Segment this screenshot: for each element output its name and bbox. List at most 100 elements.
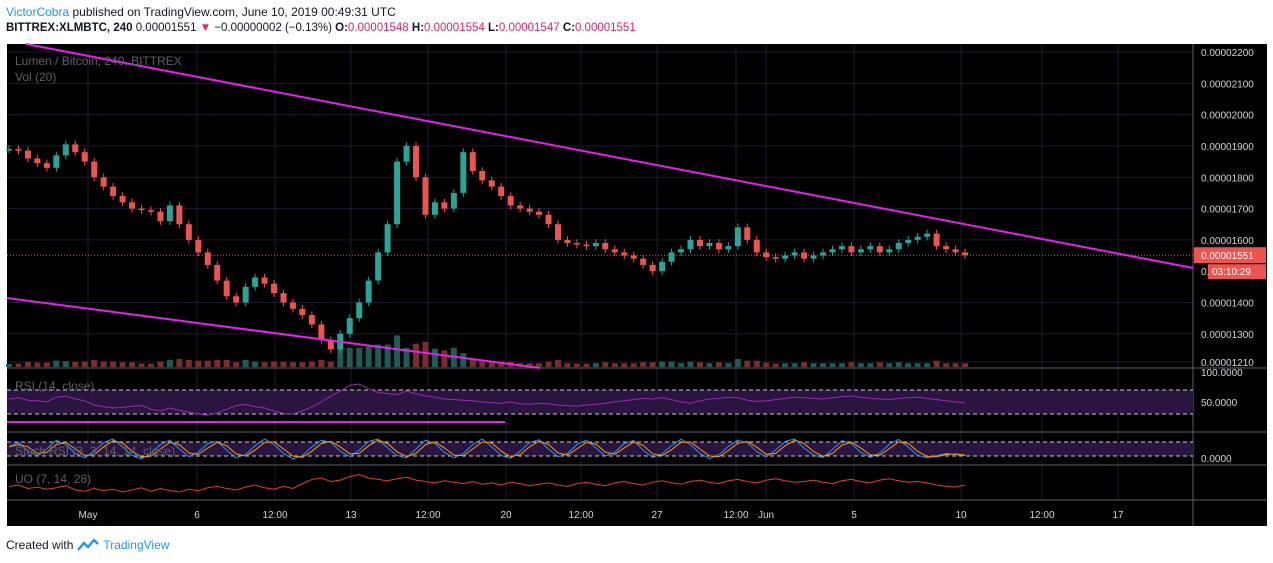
candle-body: [838, 246, 845, 250]
volume-bar: [687, 361, 694, 367]
rsi-tick-label: 100.0000: [1201, 368, 1243, 379]
volume-bar: [763, 362, 770, 367]
time-tick-label: 12:00: [723, 510, 748, 521]
candle-body: [791, 252, 798, 256]
volume-bar: [119, 362, 126, 367]
candle-body: [34, 158, 41, 164]
volume-bar: [15, 363, 22, 367]
volume-bar: [100, 361, 107, 367]
tradingview-logo-icon: [77, 538, 100, 551]
candle-body: [687, 239, 694, 250]
upper-trendline[interactable]: [25, 43, 1194, 269]
candle-body: [138, 208, 145, 211]
author-link[interactable]: VictorCobra: [6, 5, 70, 19]
candle-body: [573, 243, 580, 245]
volume-bar: [299, 362, 306, 367]
volume-bar: [659, 361, 666, 367]
volume-bar: [431, 348, 438, 367]
volume-bar: [536, 363, 543, 367]
candle-body: [943, 246, 950, 250]
candle-body: [403, 145, 410, 162]
volume-bar: [933, 360, 940, 367]
trendlines[interactable]: [6, 43, 1194, 423]
candle-body: [488, 180, 495, 187]
candle-body: [545, 214, 552, 225]
rsi-band: [7, 389, 1193, 457]
volume-bar: [649, 362, 656, 367]
stoch-d-line: [8, 439, 966, 458]
candle-body: [924, 233, 931, 237]
legend-title: Lumen / Bitcoin, 240, BITTREX: [15, 54, 182, 68]
candle-body: [810, 255, 817, 259]
candle-body: [413, 145, 420, 178]
candle-body: [62, 144, 69, 156]
candle-body: [696, 239, 703, 247]
candle-body: [507, 196, 514, 206]
candle-body: [431, 202, 438, 215]
volume-bar: [706, 363, 713, 367]
rsi-polyline: [8, 383, 966, 416]
legend-rsi: RSI (14, close): [15, 379, 94, 393]
current-price-label: 0.00001551: [1201, 251, 1254, 262]
volume-bar: [34, 362, 41, 367]
price-tick-hidden: 0.: [1201, 267, 1209, 278]
candle-body: [185, 224, 192, 240]
price-axis-ticks: 0.00002200 0.00002100 0.00002000 0.00001900…: [1201, 48, 1254, 465]
low-label: L:: [488, 22, 499, 34]
stoch-tick-label: 0.0000: [1201, 454, 1232, 465]
lower-trendline[interactable]: [6, 297, 541, 369]
candle-body: [327, 340, 334, 350]
volume-bar: [867, 363, 874, 367]
rsi-line: [8, 383, 966, 416]
candle-body: [110, 186, 117, 197]
time-tick-label: 17: [1112, 510, 1124, 521]
volume-bar: [195, 360, 202, 367]
volume-bar: [204, 360, 211, 367]
high-label: H:: [411, 22, 425, 34]
time-tick-label: 6: [194, 510, 200, 521]
uo-polyline: [8, 473, 966, 493]
tradingview-link[interactable]: TradingView: [103, 538, 170, 552]
stoch-rsi-lines: [8, 438, 966, 460]
volume-bar: [318, 359, 325, 367]
price-tick-label: 0.00002100: [1201, 79, 1254, 90]
volume-bar: [233, 362, 240, 367]
close-value: 0.00001551: [574, 22, 636, 34]
candle-body: [6, 149, 12, 151]
volume-bar: [526, 363, 533, 367]
candle-body: [678, 249, 685, 253]
volume-bar: [413, 343, 420, 367]
rsi-tick-label: 50.0000: [1201, 398, 1238, 409]
current-price-line: 0.00001551 03:10:29: [7, 247, 1266, 280]
candle-body: [895, 243, 902, 250]
volume-bar: [744, 360, 751, 367]
price-tick-label: 0.00002200: [1201, 48, 1254, 59]
volume-bar: [469, 359, 476, 367]
volume-bar: [280, 361, 287, 367]
publish-info: published on TradingView.com, June 10, 2…: [72, 5, 396, 19]
volume-bar: [185, 359, 192, 367]
candle-body: [271, 283, 278, 294]
volume-bar: [24, 361, 31, 367]
candle-body: [280, 293, 287, 303]
candle-body: [91, 161, 98, 178]
open-label: O:: [335, 22, 348, 34]
candle-body: [905, 239, 912, 244]
stoch-k-line: [8, 438, 966, 460]
volume-bar: [914, 363, 921, 367]
candle-body: [649, 264, 656, 272]
candle-body: [252, 277, 259, 287]
volume-bar: [403, 347, 410, 367]
candle-body: [214, 264, 221, 281]
candle-body: [659, 261, 666, 272]
candle-body: [564, 239, 571, 244]
price-tick-label: 0.00001600: [1201, 236, 1254, 247]
countdown-tag: [1208, 264, 1266, 280]
volume-bar: [289, 362, 296, 367]
legend: Lumen / Bitcoin, 240, BITTREX Vol (20) R…: [15, 54, 182, 486]
volume-bar: [157, 361, 164, 367]
candle-body: [43, 163, 50, 168]
volume-bar: [602, 362, 609, 367]
candle-body: [668, 252, 675, 262]
